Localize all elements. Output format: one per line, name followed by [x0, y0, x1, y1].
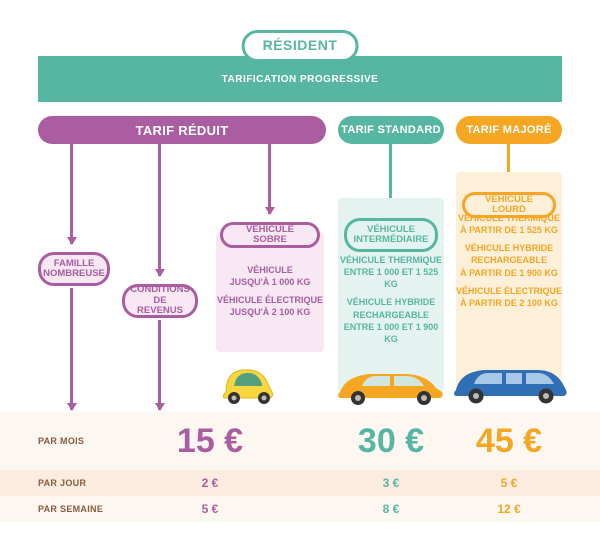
standard-spec-2: VÉHICULE HYBRIDE RECHARGEABLE ENTRE 1 00…	[338, 296, 444, 345]
price-majore-semaine: 12 €	[456, 496, 562, 522]
arrow-reduit-2b	[158, 320, 161, 410]
card-reduit-specs: VÉHICULE JUSQU'À 1 000 KG VÉHICULE ÉLECT…	[216, 232, 324, 352]
pill-vehicule-intermediaire: VÉHICULE INTERMÉDIAIRE	[344, 218, 438, 252]
car-reduit-icon	[208, 358, 288, 408]
header-tarif-standard: TARIF STANDARD	[338, 116, 444, 144]
row-par-mois: PAR MOIS 15 € 30 € 45 €	[0, 412, 600, 470]
reduit-spec-2: VÉHICULE ÉLECTRIQUE JUSQU'À 2 100 KG	[217, 294, 323, 318]
majore-spec-3: VÉHICULE ÉLECTRIQUE À PARTIR DE 2 100 KG	[456, 285, 562, 309]
label-par-jour: PAR JOUR	[0, 478, 120, 488]
header-tarif-majore: TARIF MAJORÉ	[456, 116, 562, 144]
car-standard-icon	[332, 362, 450, 406]
infographic-stage: TARIFICATION PROGRESSIVE RÉSIDENT TARIF …	[0, 0, 600, 549]
banner-tarification: TARIFICATION PROGRESSIVE	[38, 56, 562, 102]
car-majore-icon	[450, 358, 572, 406]
label-par-mois: PAR MOIS	[0, 436, 120, 446]
arrow-reduit-1b	[70, 288, 73, 410]
price-majore-jour: 5 €	[456, 470, 562, 496]
arrow-reduit-1	[70, 144, 73, 244]
price-standard-mois: 30 €	[338, 412, 444, 470]
price-standard-semaine: 8 €	[338, 496, 444, 522]
label-par-semaine: PAR SEMAINE	[0, 504, 120, 514]
resident-pill: RÉSIDENT	[242, 30, 359, 62]
price-reduit-jour: 2 €	[160, 470, 260, 496]
header-tarif-reduit: TARIF RÉDUIT	[38, 116, 326, 144]
majore-spec-2: VÉHICULE HYBRIDE RECHARGEABLE À PARTIR D…	[460, 242, 558, 278]
price-majore-mois: 45 €	[456, 412, 562, 470]
pill-vehicule-lourd: VÉHICULE LOURD	[462, 192, 556, 218]
price-reduit-mois: 15 €	[110, 412, 310, 470]
row-par-semaine: PAR SEMAINE 5 € 8 € 12 €	[0, 496, 600, 522]
pill-famille: FAMILLE NOMBREUSE	[38, 252, 110, 286]
arrow-reduit-3	[268, 144, 271, 214]
standard-spec-1: VÉHICULE THERMIQUE ENTRE 1 000 ET 1 525 …	[338, 254, 444, 290]
resident-title: RÉSIDENT	[263, 37, 338, 53]
pill-conditions: CONDITIONS DE REVENUS	[122, 284, 198, 318]
pill-vehicule-sobre: VÉHICULE SOBRE	[220, 222, 320, 248]
price-reduit-semaine: 5 €	[160, 496, 260, 522]
banner-subtitle: TARIFICATION PROGRESSIVE	[222, 74, 379, 85]
arrow-reduit-2	[158, 144, 161, 276]
row-par-jour: PAR JOUR 2 € 3 € 5 €	[0, 470, 600, 496]
price-standard-jour: 3 €	[338, 470, 444, 496]
reduit-spec-1: VÉHICULE JUSQU'À 1 000 KG	[230, 264, 311, 288]
